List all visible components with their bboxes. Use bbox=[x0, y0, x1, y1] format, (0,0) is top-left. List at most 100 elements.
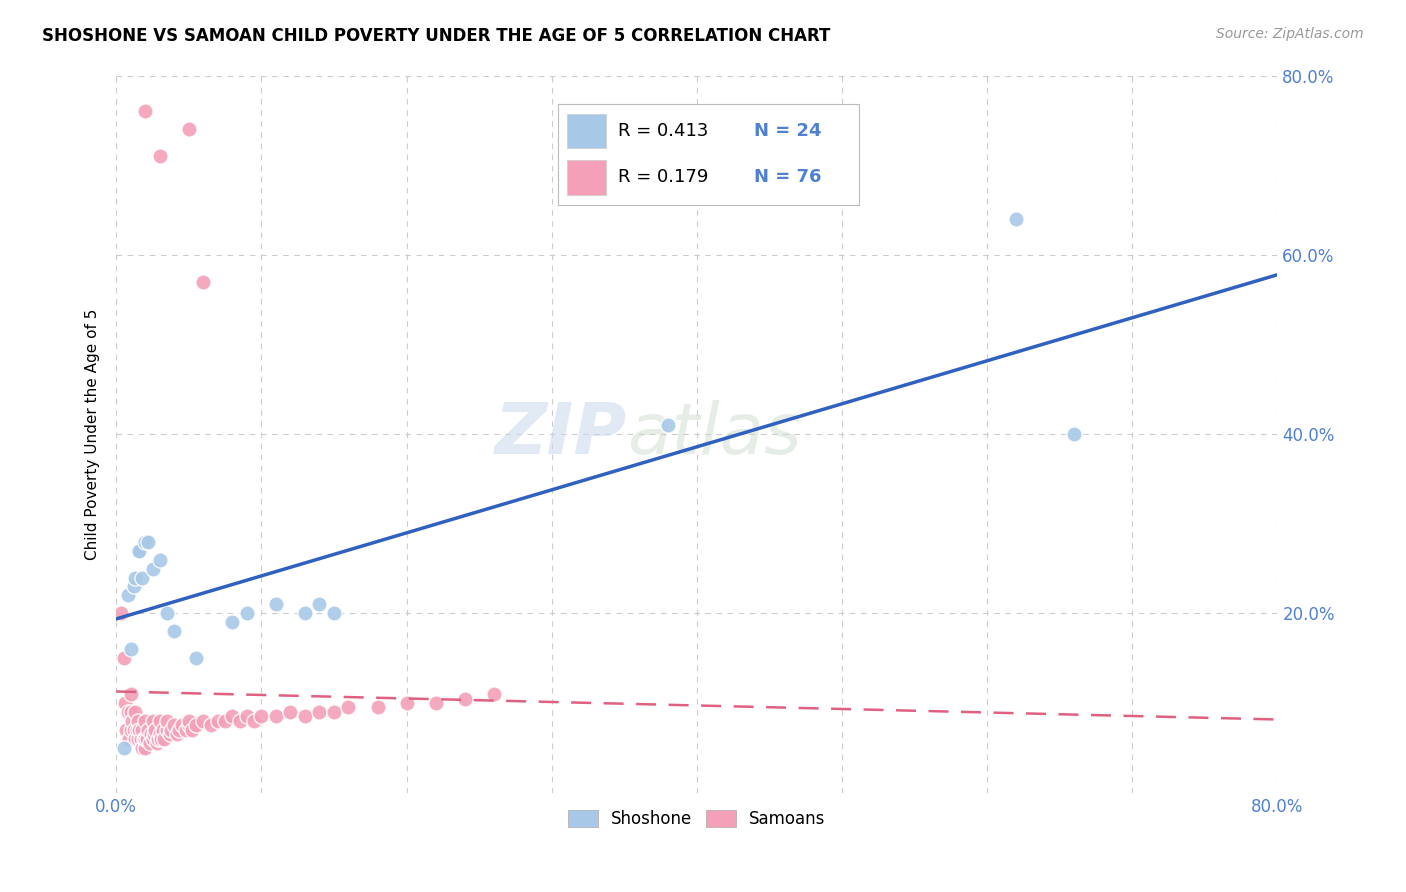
Point bbox=[128, 543, 150, 558]
Point bbox=[193, 275, 215, 289]
Point bbox=[280, 705, 302, 719]
Text: Source: ZipAtlas.com: Source: ZipAtlas.com bbox=[1216, 27, 1364, 41]
Point bbox=[367, 700, 389, 714]
Point bbox=[243, 714, 266, 728]
Point bbox=[135, 731, 157, 746]
Point bbox=[152, 723, 174, 737]
Point bbox=[207, 714, 229, 728]
Point bbox=[166, 727, 188, 741]
Point bbox=[146, 736, 169, 750]
Point bbox=[221, 615, 243, 630]
Point bbox=[112, 651, 135, 665]
Point bbox=[453, 691, 475, 706]
Point bbox=[127, 714, 149, 728]
Point bbox=[167, 723, 190, 737]
Point bbox=[148, 731, 170, 746]
Point bbox=[163, 718, 186, 732]
Point bbox=[236, 607, 259, 621]
Point bbox=[149, 714, 172, 728]
Point bbox=[323, 705, 346, 719]
Point bbox=[127, 543, 149, 558]
Point bbox=[124, 705, 146, 719]
Point bbox=[308, 598, 330, 612]
Point bbox=[142, 714, 165, 728]
Point bbox=[156, 607, 179, 621]
Point bbox=[122, 579, 145, 593]
Point bbox=[264, 709, 287, 723]
Point bbox=[149, 552, 172, 566]
Point bbox=[180, 723, 202, 737]
Point bbox=[131, 570, 153, 584]
Point bbox=[308, 705, 330, 719]
Point bbox=[120, 723, 142, 737]
Point bbox=[134, 714, 156, 728]
Point bbox=[117, 589, 139, 603]
Point bbox=[264, 598, 287, 612]
Point bbox=[129, 731, 152, 746]
Point bbox=[236, 709, 259, 723]
Point bbox=[156, 723, 179, 737]
Point bbox=[134, 534, 156, 549]
Legend: Shoshone, Samoans: Shoshone, Samoans bbox=[561, 803, 832, 835]
Point bbox=[395, 696, 418, 710]
Point bbox=[294, 709, 316, 723]
Point bbox=[136, 534, 159, 549]
Point bbox=[124, 731, 146, 746]
Point bbox=[170, 718, 193, 732]
Point bbox=[323, 607, 346, 621]
Point bbox=[120, 687, 142, 701]
Point bbox=[145, 723, 167, 737]
Point bbox=[214, 714, 236, 728]
Point bbox=[482, 687, 505, 701]
Point bbox=[150, 731, 173, 746]
Point bbox=[149, 149, 172, 163]
Point bbox=[127, 731, 149, 746]
Point bbox=[177, 714, 200, 728]
Point bbox=[136, 723, 159, 737]
Point bbox=[184, 718, 207, 732]
Point bbox=[118, 731, 141, 746]
Point bbox=[139, 727, 162, 741]
Point bbox=[131, 740, 153, 755]
Point bbox=[115, 723, 138, 737]
Point bbox=[337, 700, 360, 714]
Point bbox=[114, 696, 136, 710]
Point bbox=[143, 727, 166, 741]
Point bbox=[149, 727, 172, 741]
Point bbox=[221, 709, 243, 723]
Point bbox=[159, 727, 181, 741]
Point bbox=[110, 607, 132, 621]
Point bbox=[294, 607, 316, 621]
Point bbox=[132, 731, 155, 746]
Point bbox=[120, 642, 142, 657]
Point bbox=[125, 723, 148, 737]
Point bbox=[250, 709, 273, 723]
Point bbox=[120, 705, 142, 719]
Text: atlas: atlas bbox=[627, 400, 801, 468]
Point bbox=[124, 570, 146, 584]
Point bbox=[138, 736, 160, 750]
Point bbox=[156, 714, 179, 728]
Point bbox=[160, 723, 183, 737]
Y-axis label: Child Poverty Under the Age of 5: Child Poverty Under the Age of 5 bbox=[86, 309, 100, 560]
Point bbox=[200, 718, 222, 732]
Point bbox=[1005, 211, 1028, 226]
Point bbox=[134, 104, 156, 119]
Point bbox=[184, 651, 207, 665]
Point bbox=[177, 718, 200, 732]
Point bbox=[131, 723, 153, 737]
Point bbox=[128, 723, 150, 737]
Point bbox=[142, 731, 165, 746]
Text: ZIP: ZIP bbox=[495, 400, 627, 468]
Point bbox=[657, 418, 679, 433]
Point bbox=[177, 122, 200, 136]
Point bbox=[142, 561, 165, 575]
Point bbox=[153, 731, 176, 746]
Point bbox=[117, 705, 139, 719]
Point bbox=[425, 696, 447, 710]
Point bbox=[122, 723, 145, 737]
Point bbox=[163, 624, 186, 639]
Text: SHOSHONE VS SAMOAN CHILD POVERTY UNDER THE AGE OF 5 CORRELATION CHART: SHOSHONE VS SAMOAN CHILD POVERTY UNDER T… bbox=[42, 27, 831, 45]
Point bbox=[134, 731, 156, 746]
Point bbox=[228, 714, 250, 728]
